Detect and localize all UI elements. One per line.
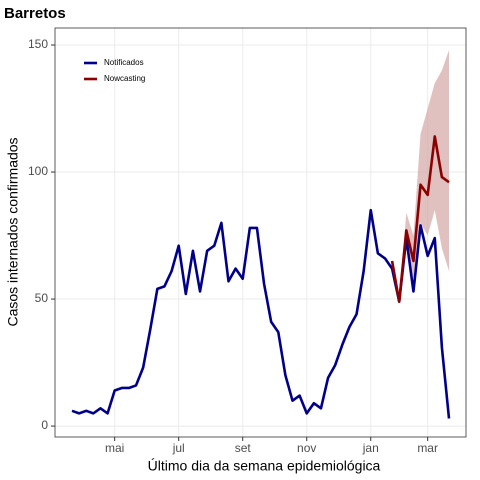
x-tick-label: jul: [172, 441, 185, 455]
legend-label: Nowcasting: [104, 74, 145, 83]
x-axis-label: Último dia da semana epidemiológica: [148, 458, 381, 474]
line: [71, 208, 451, 419]
x-tick-label: mai: [105, 441, 124, 455]
y-tick-label: 0: [41, 418, 48, 432]
y-tick-label: 150: [28, 37, 48, 51]
x-tick-label: jan: [362, 441, 379, 455]
y-tick-label: 100: [28, 164, 48, 178]
chart-title: Barretos: [4, 5, 66, 22]
panel: [55, 28, 466, 437]
y-tick-label: 50: [35, 291, 49, 305]
x-tick-label: nov: [297, 441, 316, 455]
legend-label: Notificados: [104, 58, 144, 67]
x-tick-label: set: [235, 441, 252, 455]
x-tick-label: mar: [417, 441, 438, 455]
panel-border: [54, 27, 467, 438]
line: [390, 135, 450, 303]
y-axis-label: Casos internados confirmados: [5, 137, 21, 326]
